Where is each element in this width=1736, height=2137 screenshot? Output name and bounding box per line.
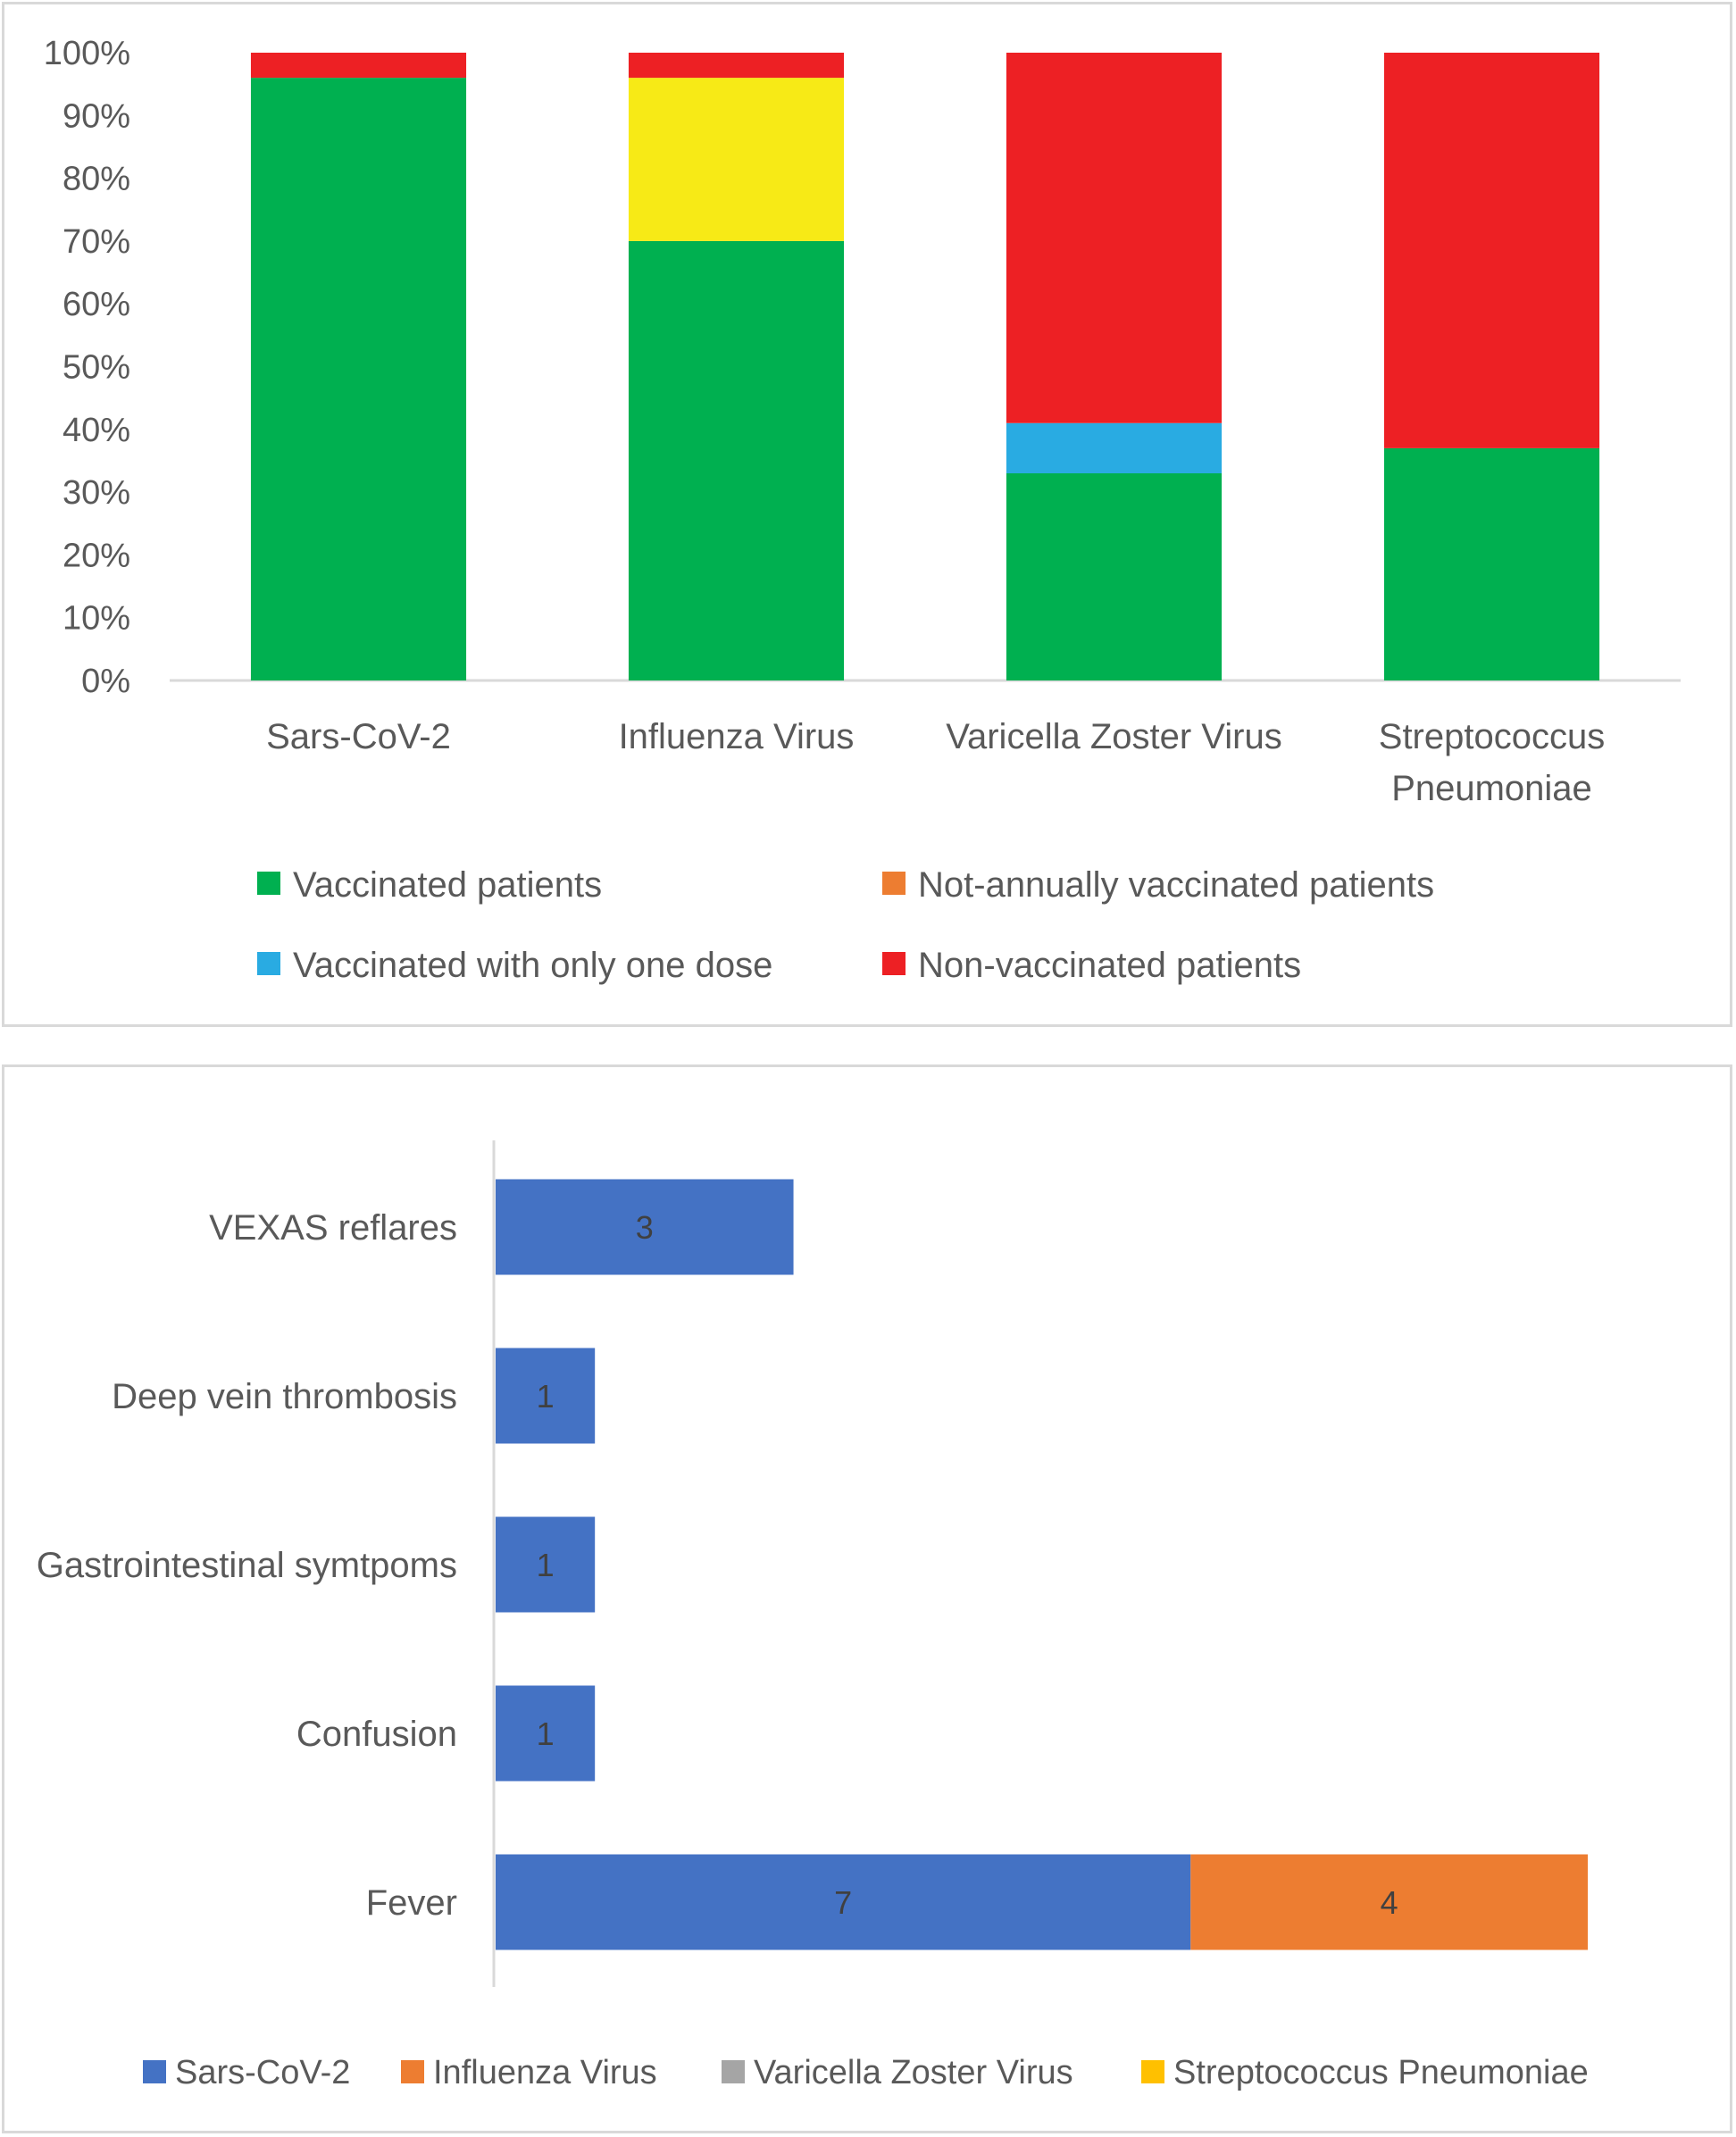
bar-segment: [496, 1685, 596, 1782]
x-category-label: Influenza Virus: [619, 717, 855, 756]
legend-label: Sars-CoV-2: [175, 2054, 350, 2091]
legend-label: Varicella Zoster Virus: [754, 2054, 1073, 2091]
y-tick-label: 50%: [63, 349, 130, 387]
legend-label: Streptococcus Pneumoniae: [1173, 2054, 1589, 2091]
x-category-label: Sars-CoV-2: [266, 717, 451, 756]
bar-segment: [1383, 447, 1600, 680]
y-tick-label: 60%: [63, 286, 130, 323]
legend-swatch: [401, 2060, 424, 2083]
bar-segment: [496, 1348, 596, 1444]
y-tick-label: 90%: [63, 97, 130, 135]
legend-swatch: [882, 952, 906, 975]
y-category-label: VEXAS reflares: [209, 1208, 457, 1248]
bar-segment: [628, 53, 845, 79]
symptoms-chart-panel: [2, 1064, 1732, 2133]
x-category-label: Pneumoniae: [1391, 769, 1592, 808]
legend-label: Non-vaccinated patients: [918, 946, 1301, 985]
legend-label: Influenza Virus: [433, 2054, 657, 2091]
legend-label: Not-annually vaccinated patients: [918, 865, 1434, 905]
legend-swatch: [722, 2060, 745, 2083]
bar-segment: [496, 1854, 1191, 1950]
y-tick-label: 0%: [81, 663, 130, 700]
bar-segment: [1006, 473, 1223, 680]
bar-segment: [1383, 53, 1600, 448]
bar-segment: [1190, 1854, 1588, 1950]
bar-segment: [250, 53, 467, 79]
x-category-label: Streptococcus: [1379, 717, 1605, 756]
legend-label: Vaccinated with only one dose: [293, 946, 772, 985]
legend-label: Vaccinated patients: [293, 865, 602, 905]
bar-segment: [628, 240, 845, 680]
y-tick-label: 10%: [63, 600, 130, 638]
legend-swatch: [1141, 2060, 1164, 2083]
data-label: 1: [537, 1547, 555, 1583]
bar-segment: [250, 78, 467, 681]
y-tick-label: 100%: [44, 35, 130, 72]
bar-segment: [1006, 53, 1223, 423]
data-label: 7: [834, 1884, 852, 1921]
y-tick-label: 30%: [63, 474, 130, 512]
legend-swatch: [143, 2060, 166, 2083]
x-category-label: Varicella Zoster Virus: [946, 717, 1281, 756]
data-label: 4: [1381, 1884, 1398, 1921]
y-category-label: Confusion: [296, 1715, 457, 1754]
y-tick-label: 70%: [63, 223, 130, 261]
data-label: 1: [537, 1715, 555, 1752]
bar-segment: [496, 1516, 596, 1613]
vaccination-status-chart: 0% 10% 20% 30% 40% 50% 60% 70% 80% 90% 100% Sars-Co…: [44, 35, 1681, 985]
y-tick-label: 40%: [63, 412, 130, 449]
legend-swatch: [882, 872, 906, 895]
data-label: 1: [537, 1378, 555, 1415]
legend-swatch: [257, 872, 280, 895]
y-category-label: Gastrointestinal symtpoms: [37, 1546, 457, 1585]
y-tick-label: 20%: [63, 537, 130, 574]
y-tick-label: 80%: [63, 161, 130, 198]
y-category-label: Fever: [366, 1883, 457, 1923]
data-label: 3: [636, 1209, 654, 1246]
bar-segment: [496, 1179, 794, 1275]
y-category-label: Deep vein thrombosis: [112, 1377, 457, 1416]
legend-swatch: [257, 952, 280, 975]
bar-segment: [628, 78, 845, 241]
bar-segment: [1006, 422, 1223, 474]
symptoms-chart: VEXAS reflares 3 Deep vein thrombosis 1 Gast…: [37, 1140, 1589, 2091]
